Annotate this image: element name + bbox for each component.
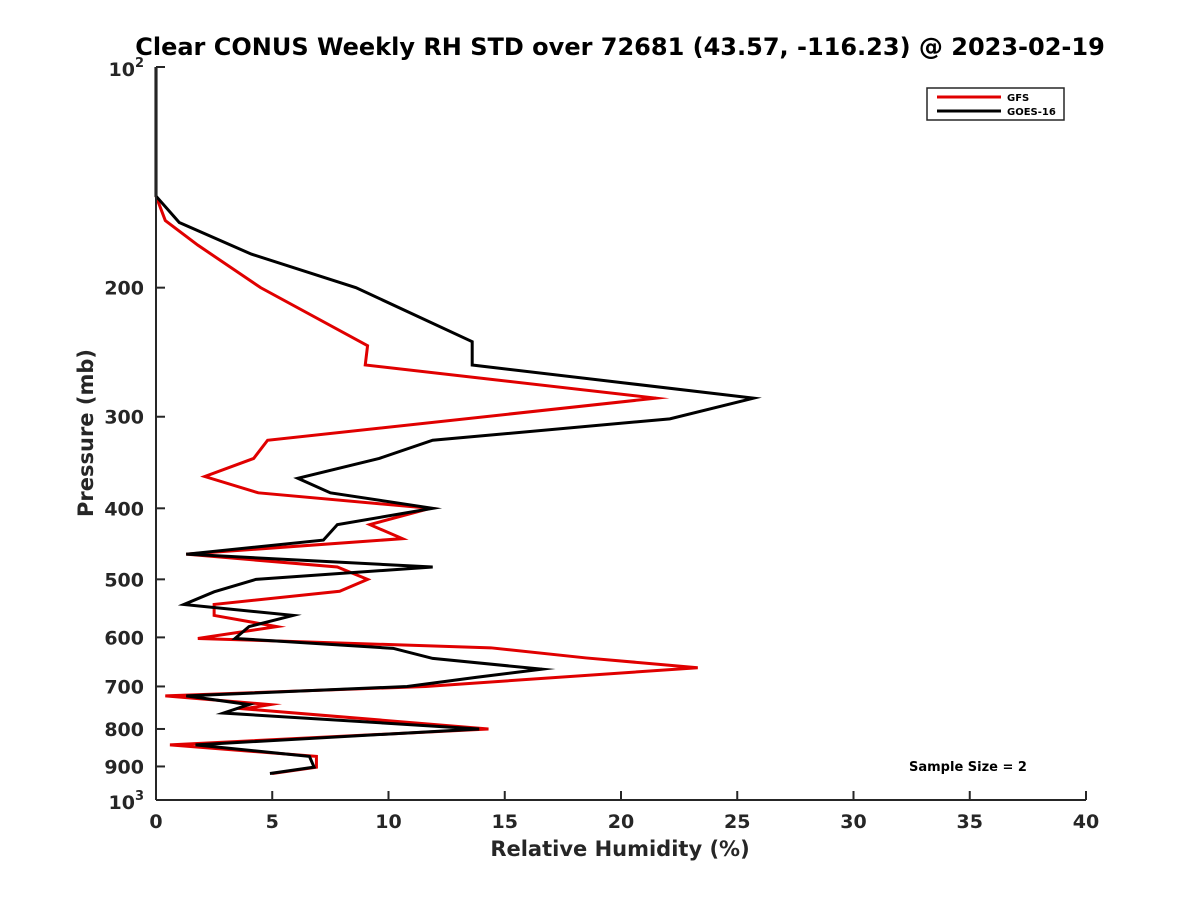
y-decade-label: 103	[109, 789, 145, 814]
x-tick-label: 10	[375, 811, 401, 833]
x-axis-label: Relative Humidity (%)	[490, 837, 749, 861]
x-tick-label: 30	[840, 811, 866, 833]
legend-label: GFS	[1007, 93, 1029, 104]
x-tick-label: 35	[957, 811, 983, 833]
y-axis-label: Pressure (mb)	[74, 349, 98, 517]
x-tick-label: 25	[724, 811, 750, 833]
series-line-gfs	[154, 67, 698, 775]
legend-label: GOES-16	[1007, 107, 1056, 118]
plot-area: 0 5 10 15 20 25 30 35 40 200 300 400 500 600 700 800 900…	[104, 56, 1099, 833]
y-tick-label: 900	[104, 756, 144, 778]
y-tick-label: 600	[104, 627, 144, 649]
series-line-goes-16	[154, 67, 762, 775]
y-tick-label: 200	[104, 278, 144, 300]
series-layer	[154, 67, 762, 775]
y-tick-label: 700	[104, 676, 144, 698]
axes-layer: 0 5 10 15 20 25 30 35 40 200 300 400 500 600 700 800 900…	[104, 56, 1099, 833]
x-tick-label: 0	[149, 811, 162, 833]
x-tick-label: 20	[608, 811, 634, 833]
y-tick-label: 800	[104, 719, 144, 741]
y-decade-label: 102	[109, 56, 145, 81]
y-tick-label: 300	[104, 407, 144, 429]
y-tick-label: 500	[104, 569, 144, 591]
legend: GFS GOES-16	[926, 87, 1065, 121]
sample-size-annotation: Sample Size = 2	[909, 760, 1027, 775]
x-tick-label: 15	[492, 811, 518, 833]
y-tick-label: 400	[104, 498, 144, 520]
chart-title: Clear CONUS Weekly RH STD over 72681 (43…	[135, 33, 1105, 61]
legend-box	[926, 87, 1065, 121]
x-tick-label: 5	[266, 811, 279, 833]
x-tick-label: 40	[1073, 811, 1099, 833]
